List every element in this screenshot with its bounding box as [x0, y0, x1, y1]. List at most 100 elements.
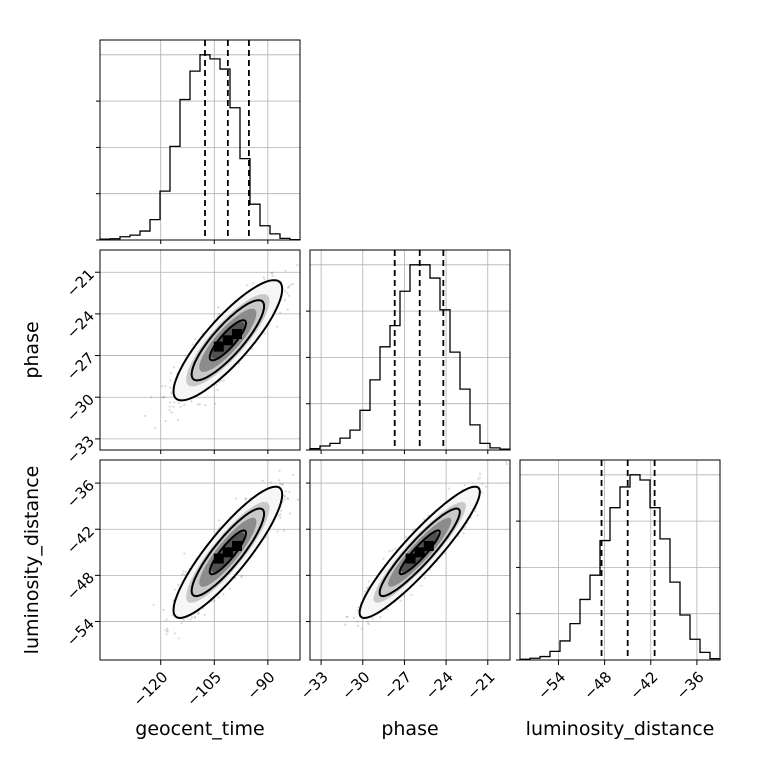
sample-point [217, 519, 220, 522]
sample-point [346, 615, 349, 619]
sample-point [391, 549, 394, 552]
sample-point [196, 403, 199, 406]
sample-point [276, 530, 279, 533]
sample-point [423, 518, 426, 521]
sample-point [394, 548, 397, 551]
sample-point [217, 596, 220, 599]
sample-point [173, 366, 176, 369]
sample-point [379, 615, 382, 619]
sample-point [170, 391, 173, 394]
panel-content [310, 460, 510, 660]
sample-point [204, 403, 207, 407]
sample-point [279, 516, 282, 519]
sample-point [215, 383, 218, 386]
sample-point [153, 427, 157, 430]
sample-point [462, 532, 465, 535]
sample-point [144, 414, 147, 417]
sample-point [166, 630, 169, 633]
sample-point [179, 405, 182, 408]
histogram-step-geocent_time [99, 54, 301, 241]
scatter-luminosity_distance-vs-phase [309, 459, 511, 661]
sample-point [284, 490, 287, 493]
sample-point [190, 400, 193, 403]
sample-point [234, 577, 237, 580]
sample-point [222, 379, 225, 382]
contour-line [172, 485, 284, 620]
sample-point [265, 536, 268, 539]
sample-point [191, 343, 194, 346]
sample-point [172, 405, 175, 408]
sample-point [403, 594, 406, 598]
sample-point [162, 396, 165, 399]
sample-point [177, 401, 180, 404]
sample-point [244, 498, 247, 501]
sample-point [404, 535, 408, 539]
sample-point [367, 623, 370, 626]
sample-point [367, 580, 370, 583]
sample-point [360, 627, 363, 630]
sample-point [193, 616, 196, 619]
sample-point [352, 616, 356, 619]
sample-point [271, 274, 274, 277]
sample-point [426, 514, 429, 517]
sample-point [216, 388, 219, 391]
sample-point [170, 411, 173, 414]
sample-point [423, 576, 426, 580]
sample-point [283, 494, 286, 497]
density-peak-cell [222, 335, 233, 346]
sample-point [245, 284, 248, 287]
sample-point [420, 584, 423, 587]
sample-point [166, 629, 169, 632]
sample-point [197, 612, 200, 615]
sample-point [172, 599, 175, 602]
sample-point [279, 482, 282, 485]
histogram-panel-geocent_time [100, 40, 300, 240]
sample-point [217, 312, 220, 316]
sample-point [357, 606, 360, 609]
sample-point [386, 608, 389, 611]
panel-frame [99, 249, 301, 451]
sample-point [165, 618, 168, 621]
sample-point [287, 286, 290, 289]
sample-point [183, 573, 186, 576]
sample-point [345, 615, 348, 618]
sample-point [173, 632, 176, 635]
scatter-luminosity_distance-vs-geocent_time [99, 459, 301, 661]
sample-point [279, 311, 282, 314]
sample-point [477, 478, 480, 481]
sample-point [163, 395, 166, 399]
sample-point [234, 497, 237, 500]
sample-point [218, 380, 221, 384]
panel-content [100, 250, 300, 450]
sample-point [447, 487, 451, 490]
sample-point [411, 528, 414, 532]
sample-point [280, 509, 283, 512]
sample-point [164, 385, 167, 388]
sample-point [283, 529, 286, 532]
sample-point [280, 482, 283, 485]
sample-point [279, 513, 282, 516]
sample-point [288, 512, 292, 515]
sample-point [463, 484, 466, 487]
sample-point [399, 599, 402, 602]
sample-point [480, 491, 483, 494]
sample-point [189, 618, 192, 621]
sample-point [160, 385, 163, 388]
sample-point [288, 294, 291, 297]
sample-point [388, 550, 391, 553]
sample-point [228, 587, 231, 590]
sample-point [261, 479, 264, 482]
sample-point [203, 613, 206, 617]
sample-point [263, 278, 266, 281]
sample-point [371, 617, 374, 620]
histogram-geocent_time [96, 39, 301, 241]
density-peak-cell [232, 541, 242, 551]
sample-point [484, 485, 488, 488]
sample-point [366, 621, 369, 624]
density-peak-cell [222, 547, 233, 558]
sample-point [214, 402, 217, 405]
histogram-frame-phase [309, 249, 511, 451]
sample-point [277, 514, 280, 517]
sample-point [356, 609, 359, 612]
